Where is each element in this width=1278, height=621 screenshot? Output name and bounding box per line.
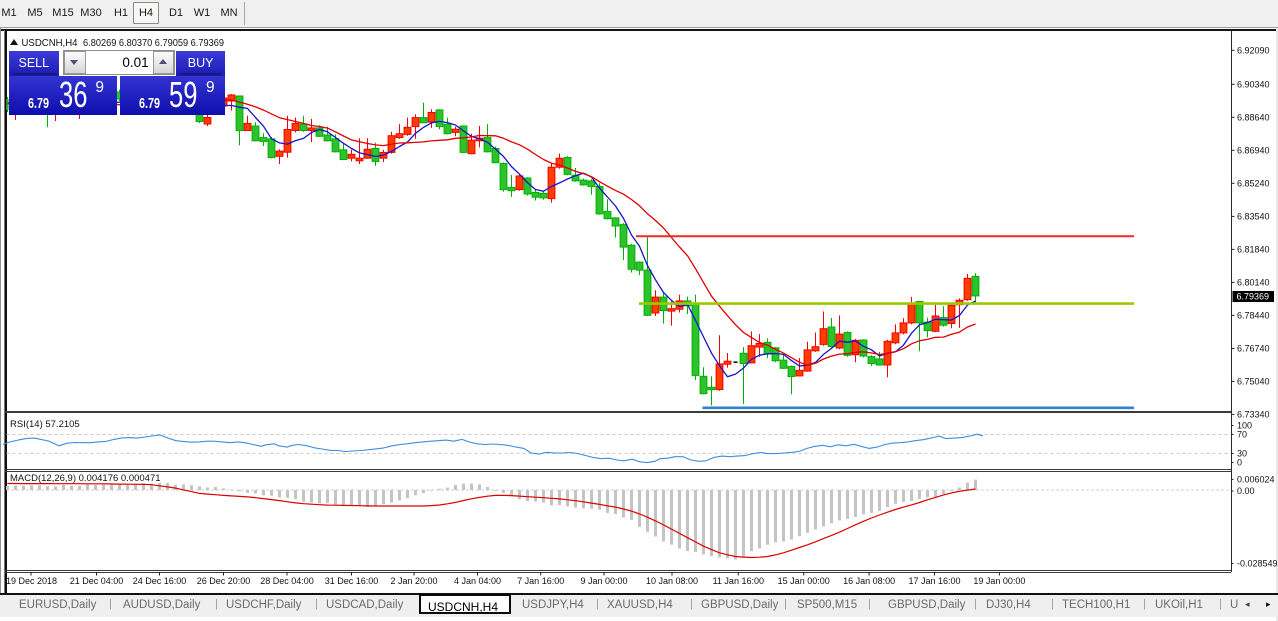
svg-text:6.88640: 6.88640	[1237, 113, 1270, 123]
svg-text:100: 100	[1237, 421, 1252, 431]
svg-text:31 Dec 16:00: 31 Dec 16:00	[325, 576, 379, 586]
svg-text:19 Jan 00:00: 19 Jan 00:00	[973, 576, 1025, 586]
svg-text:RSI(14) 57.2105: RSI(14) 57.2105	[10, 419, 80, 430]
svg-text:11 Jan 16:00: 11 Jan 16:00	[713, 576, 764, 586]
svg-text:6.86940: 6.86940	[1237, 146, 1270, 156]
svg-text:9 Jan 00:00: 9 Jan 00:00	[580, 576, 627, 586]
svg-text:6.81840: 6.81840	[1237, 245, 1270, 255]
svg-text:26 Dec 20:00: 26 Dec 20:00	[197, 576, 251, 586]
svg-text:6.79369: 6.79369	[1237, 292, 1270, 302]
svg-text:0: 0	[1237, 458, 1242, 468]
svg-text:16 Jan 08:00: 16 Jan 08:00	[843, 576, 895, 586]
svg-text:MACD(12,26,9) 0.004176 0.00047: MACD(12,26,9) 0.004176 0.000471	[10, 473, 161, 484]
svg-text:6.80140: 6.80140	[1237, 278, 1270, 288]
svg-text:6.83540: 6.83540	[1237, 212, 1270, 222]
svg-text:6.80269 6.80370 6.79059 6.7936: 6.80269 6.80370 6.79059 6.79369	[83, 37, 224, 49]
svg-text:6.73340: 6.73340	[1237, 410, 1270, 420]
svg-text:2 Jan 20:00: 2 Jan 20:00	[390, 576, 437, 586]
svg-text:70: 70	[1237, 430, 1247, 440]
svg-text:19 Dec 2018: 19 Dec 2018	[6, 576, 57, 586]
svg-text:6.90340: 6.90340	[1237, 80, 1270, 90]
svg-text:6.75040: 6.75040	[1237, 377, 1270, 387]
svg-text:0.006024: 0.006024	[1237, 475, 1275, 485]
svg-text:7 Jan 16:00: 7 Jan 16:00	[517, 576, 564, 586]
svg-text:10 Jan 08:00: 10 Jan 08:00	[646, 576, 698, 586]
svg-text:4 Jan 04:00: 4 Jan 04:00	[454, 576, 501, 586]
svg-text:6.78440: 6.78440	[1237, 311, 1270, 321]
svg-text:30: 30	[1237, 449, 1247, 459]
svg-text:USDCNH,H4: USDCNH,H4	[22, 37, 78, 49]
svg-text:21 Dec 04:00: 21 Dec 04:00	[70, 576, 124, 586]
svg-text:28 Dec 04:00: 28 Dec 04:00	[260, 576, 314, 586]
svg-text:24 Dec 16:00: 24 Dec 16:00	[133, 576, 187, 586]
svg-text:17 Jan 16:00: 17 Jan 16:00	[908, 576, 960, 586]
svg-text:15 Jan 00:00: 15 Jan 00:00	[778, 576, 830, 586]
svg-text:6.85240: 6.85240	[1237, 179, 1270, 189]
svg-text:0.00: 0.00	[1237, 486, 1255, 496]
svg-text:6.92090: 6.92090	[1237, 46, 1270, 56]
svg-text:-0.028549: -0.028549	[1237, 559, 1278, 569]
svg-text:6.76740: 6.76740	[1237, 344, 1270, 354]
